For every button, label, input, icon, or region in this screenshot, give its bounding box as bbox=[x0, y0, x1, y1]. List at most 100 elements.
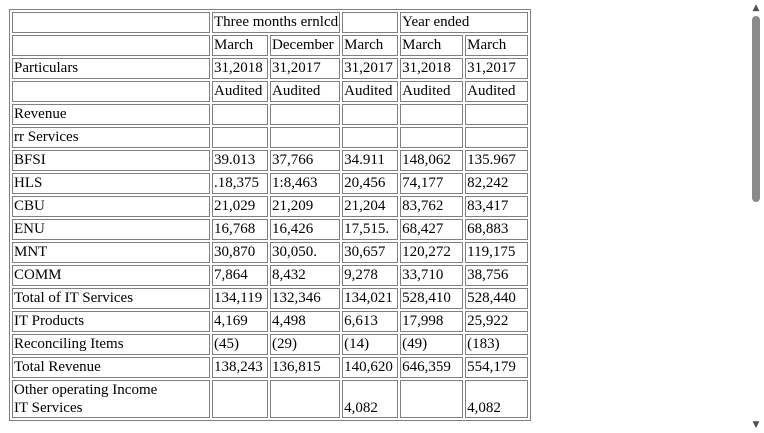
month-header: March bbox=[400, 35, 464, 56]
value-cell bbox=[400, 104, 464, 125]
table-row: Revenue bbox=[12, 104, 529, 125]
value-cell: 7,864 bbox=[212, 265, 269, 286]
value-cell bbox=[465, 104, 529, 125]
value-cell: (29) bbox=[270, 334, 341, 355]
audited-header: Audited bbox=[270, 81, 341, 102]
header-row-date: Particulars 31,2018 31,2017 31,2017 31,2… bbox=[12, 58, 529, 79]
particulars-header: Particulars bbox=[12, 58, 210, 79]
value-cell: .18,375 bbox=[212, 173, 269, 194]
month-header: March bbox=[465, 35, 529, 56]
value-cell: 4,082 bbox=[465, 380, 529, 418]
value-cell: 21,204 bbox=[342, 196, 399, 217]
row-label: Total Revenue bbox=[12, 357, 210, 378]
scroll-thumb[interactable] bbox=[752, 16, 760, 202]
blank-header-cell bbox=[342, 12, 399, 33]
value-cell: 16,768 bbox=[212, 219, 269, 240]
table-row: ENU 16,768 16,426 17,515. 68,427 68,883 bbox=[12, 219, 529, 240]
value-cell: 528,440 bbox=[465, 288, 529, 309]
value-cell bbox=[270, 380, 341, 418]
row-label: COMM bbox=[12, 265, 210, 286]
value-cell: 68,427 bbox=[400, 219, 464, 240]
value-cell: 16,426 bbox=[270, 219, 341, 240]
table-row: COMM 7,864 8,432 9,278 33,710 38,756 bbox=[12, 265, 529, 286]
value-cell: 4,498 bbox=[270, 311, 341, 332]
row-label: Revenue bbox=[12, 104, 210, 125]
value-cell: 21,029 bbox=[212, 196, 269, 217]
table-row: CBU 21,029 21,209 21,204 83,762 83,417 bbox=[12, 196, 529, 217]
value-cell: (183) bbox=[465, 334, 529, 355]
value-cell: (14) bbox=[342, 334, 399, 355]
value-cell: 554,179 bbox=[465, 357, 529, 378]
row-label: Other operating Income IT Services bbox=[12, 380, 210, 418]
audited-header: Audited bbox=[342, 81, 399, 102]
value-cell bbox=[270, 104, 341, 125]
month-header: December bbox=[270, 35, 341, 56]
scroll-down-arrow-icon[interactable]: ▼ bbox=[752, 419, 760, 430]
year-ended-header: Year ended bbox=[400, 12, 529, 33]
value-cell: 119,175 bbox=[465, 242, 529, 263]
value-cell: 30,870 bbox=[212, 242, 269, 263]
value-cell bbox=[270, 127, 341, 148]
value-cell: 8,432 bbox=[270, 265, 341, 286]
value-cell: 68,883 bbox=[465, 219, 529, 240]
value-cell: 120,272 bbox=[400, 242, 464, 263]
row-label: rr Services bbox=[12, 127, 210, 148]
row-label: Total of IT Services bbox=[12, 288, 210, 309]
value-cell: 528,410 bbox=[400, 288, 464, 309]
row-label: ENU bbox=[12, 219, 210, 240]
value-cell: 30,657 bbox=[342, 242, 399, 263]
table-row: IT Products 4,169 4,498 6,613 17,998 25,922 bbox=[12, 311, 529, 332]
table-row: MNT 30,870 30,050. 30,657 120,272 119,175 bbox=[12, 242, 529, 263]
value-cell: 20,456 bbox=[342, 173, 399, 194]
value-cell: 30,050. bbox=[270, 242, 341, 263]
value-cell: 1:8,463 bbox=[270, 173, 341, 194]
row-label-line: Other operating Income bbox=[14, 382, 158, 398]
value-cell: 148,062 bbox=[400, 150, 464, 171]
value-cell: (49) bbox=[400, 334, 464, 355]
audited-header: Audited bbox=[465, 81, 529, 102]
table-row: Reconciling Items (45) (29) (14) (49) (183) bbox=[12, 334, 529, 355]
row-label: HLS bbox=[12, 173, 210, 194]
month-header: March bbox=[212, 35, 269, 56]
value-cell bbox=[212, 380, 269, 418]
value-cell: 9,278 bbox=[342, 265, 399, 286]
audited-header: Audited bbox=[400, 81, 464, 102]
value-cell: 646,359 bbox=[400, 357, 464, 378]
value-cell: 17,998 bbox=[400, 311, 464, 332]
row-label-line: IT Services bbox=[14, 400, 83, 416]
date-header: 31,2017 bbox=[342, 58, 399, 79]
value-cell: 17,515. bbox=[342, 219, 399, 240]
value-cell bbox=[342, 127, 399, 148]
blank-header-cell bbox=[12, 81, 210, 102]
financial-results-table: Three months ernlcd Year ended March Dec… bbox=[9, 9, 532, 421]
value-cell: 38,756 bbox=[465, 265, 529, 286]
value-cell: (45) bbox=[212, 334, 269, 355]
audited-header: Audited bbox=[212, 81, 269, 102]
value-cell: 134,119 bbox=[212, 288, 269, 309]
value-cell: 82,242 bbox=[465, 173, 529, 194]
header-row-period: Three months ernlcd Year ended bbox=[12, 12, 529, 33]
date-header: 31,2017 bbox=[465, 58, 529, 79]
value-cell: 132,346 bbox=[270, 288, 341, 309]
scroll-up-arrow-icon[interactable]: ▲ bbox=[752, 2, 760, 13]
table-row: Other operating Income IT Services 4,082 4,… bbox=[12, 380, 529, 418]
value-cell: 135.967 bbox=[465, 150, 529, 171]
blank-header-cell bbox=[12, 35, 210, 56]
value-cell: 134,021 bbox=[342, 288, 399, 309]
vertical-scrollbar[interactable]: ▲ ▼ bbox=[748, 0, 764, 433]
table-row: BFSI 39.013 37,766 34.911 148,062 135.967 bbox=[12, 150, 529, 171]
value-cell bbox=[465, 127, 529, 148]
date-header: 31,2018 bbox=[212, 58, 269, 79]
table-row: HLS .18,375 1:8,463 20,456 74,177 82,242 bbox=[12, 173, 529, 194]
value-cell: 34.911 bbox=[342, 150, 399, 171]
value-cell: 74,177 bbox=[400, 173, 464, 194]
header-row-audited: Audited Audited Audited Audited Audited bbox=[12, 81, 529, 102]
table-row: Total Revenue 138,243 136,815 140,620 646,35… bbox=[12, 357, 529, 378]
value-cell: 21,209 bbox=[270, 196, 341, 217]
value-cell: 136,815 bbox=[270, 357, 341, 378]
value-cell: 4,169 bbox=[212, 311, 269, 332]
date-header: 31,2018 bbox=[400, 58, 464, 79]
value-cell bbox=[212, 104, 269, 125]
value-cell bbox=[400, 127, 464, 148]
month-header: March bbox=[342, 35, 399, 56]
